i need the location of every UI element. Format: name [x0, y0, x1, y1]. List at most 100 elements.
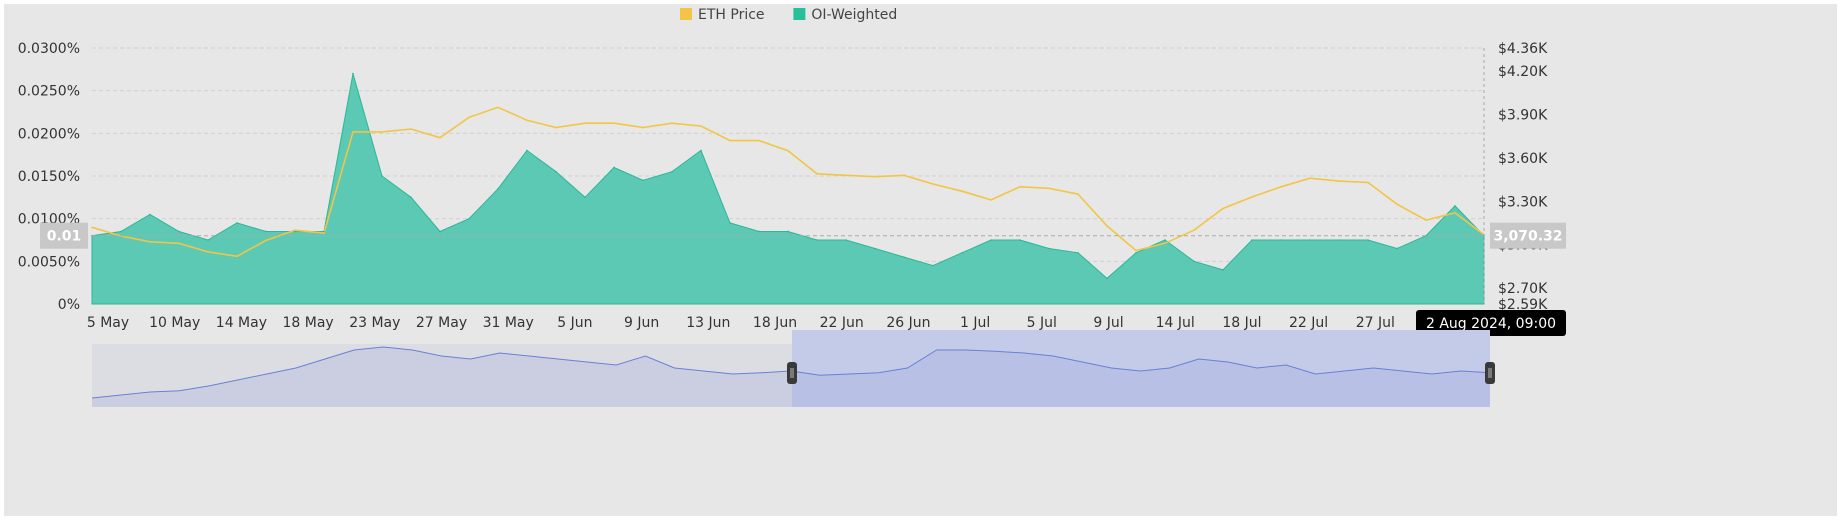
- oi-point: [1367, 239, 1369, 241]
- legend-label-0[interactable]: ETH Price: [698, 7, 765, 23]
- chart-canvas: ETH Price OI-Weighted 0%0.0050%0.0100%0.0…: [18, 7, 1566, 407]
- x-tick-label: 18 Jun: [753, 315, 797, 331]
- x-tick-label: 27 Jul: [1356, 315, 1395, 331]
- crosshair-date-label-bg: [1416, 310, 1566, 336]
- oi-point: [816, 239, 818, 241]
- right-tick-label: $3.30K: [1498, 194, 1548, 210]
- crosshair-right-label-bg: [1490, 222, 1566, 249]
- oi-point: [1251, 239, 1253, 241]
- x-tick-label: 23 May: [349, 315, 400, 331]
- oi-point: [1338, 239, 1340, 241]
- right-axis: $2.59K$2.70K$3.00K$3.30K$3.60K$3.90K$4.2…: [1498, 41, 1548, 313]
- eth-point: [323, 232, 325, 234]
- eth-point: [816, 173, 818, 175]
- eth-point: [1309, 177, 1311, 179]
- legend-label-1[interactable]: OI-Weighted: [811, 7, 897, 23]
- eth-point: [1048, 187, 1050, 190]
- x-tick-label: 1 Jul: [960, 315, 990, 331]
- oi-point: [526, 149, 528, 152]
- eth-point: [758, 139, 760, 142]
- oi-point: [729, 222, 731, 224]
- eth-point: [990, 199, 992, 201]
- right-tick-label: $2.70K: [1498, 281, 1548, 297]
- eth-point: [1425, 219, 1427, 221]
- left-tick-label: 0%: [58, 297, 80, 313]
- eth-point: [700, 125, 702, 127]
- eth-point: [381, 131, 383, 133]
- eth-point: [149, 241, 151, 243]
- right-tick-label: $3.60K: [1498, 151, 1548, 167]
- eth-point: [1077, 193, 1079, 195]
- eth-point: [1338, 180, 1340, 182]
- oi-point: [671, 170, 673, 173]
- oi-point: [410, 196, 412, 199]
- crosshair-left-label: 0.01: [47, 229, 82, 245]
- oi-point: [1280, 239, 1282, 241]
- x-tick-label: 9 Jun: [624, 315, 659, 331]
- oi-point: [1164, 239, 1166, 241]
- oi-point: [903, 256, 905, 258]
- oi-point: [613, 166, 615, 169]
- x-tick-label: 18 Jul: [1222, 315, 1261, 331]
- x-tick-label: 5 Jun: [557, 315, 592, 331]
- eth-point: [874, 175, 876, 178]
- navigator-handle-left[interactable]: [787, 362, 797, 384]
- oi-point: [845, 239, 847, 241]
- eth-point: [961, 190, 963, 192]
- x-tick-label: 14 May: [216, 315, 267, 331]
- oi-point: [1222, 269, 1224, 271]
- oi-point: [1106, 277, 1108, 280]
- oi-point: [468, 217, 470, 220]
- eth-point: [1454, 212, 1456, 214]
- legend-swatch-1[interactable]: [793, 8, 806, 20]
- oi-point: [1309, 239, 1311, 241]
- eth-point: [236, 255, 238, 258]
- eth-point: [352, 131, 354, 133]
- eth-point: [265, 239, 267, 242]
- oi-point: [961, 252, 963, 254]
- series-layer: [91, 72, 1485, 305]
- x-tick-label: 5 Jul: [1027, 315, 1057, 331]
- crosshair-date-label: 2 Aug 2024, 09:00: [1426, 316, 1556, 332]
- oi-point: [584, 196, 586, 199]
- legend-swatch-0[interactable]: [680, 8, 692, 20]
- eth-point: [584, 122, 586, 125]
- oi-point: [758, 230, 760, 233]
- oi-point: [207, 239, 209, 241]
- oi-point: [1135, 252, 1137, 254]
- eth-point: [932, 183, 934, 185]
- eth-point: [845, 174, 847, 177]
- x-tick-label: 26 Jun: [886, 315, 930, 331]
- right-tick-label: $4.36K: [1498, 41, 1548, 57]
- oi-point: [265, 230, 267, 233]
- oi-point: [787, 230, 789, 233]
- eth-point: [729, 139, 731, 142]
- eth-point: [468, 116, 470, 119]
- oi-point: [323, 230, 325, 233]
- x-tick-label: 9 Jul: [1093, 315, 1123, 331]
- eth-point: [526, 119, 528, 122]
- eth-point: [671, 122, 673, 125]
- navigator[interactable]: [91, 330, 1495, 407]
- eth-point: [1135, 249, 1137, 252]
- eth-point: [178, 242, 180, 245]
- eth-point: [1280, 186, 1282, 188]
- x-tick-label: 31 May: [483, 315, 534, 331]
- crosshair-left-label-bg: [40, 222, 88, 249]
- eth-point: [497, 106, 499, 109]
- oi-point: [439, 230, 441, 233]
- left-tick-label: 0.0050%: [18, 254, 80, 270]
- eth-point: [1106, 225, 1108, 227]
- oi-point: [932, 264, 934, 267]
- oi-point: [381, 175, 383, 177]
- oi-point: [149, 213, 151, 216]
- right-tick-label: $4.20K: [1498, 64, 1548, 80]
- eth-point: [1193, 229, 1195, 232]
- right-tick-label: $2.59K: [1498, 297, 1548, 313]
- navigator-handle-right[interactable]: [1485, 362, 1495, 384]
- x-tick-label: 22 Jun: [820, 315, 864, 331]
- oi-point: [874, 247, 876, 250]
- eth-point: [439, 136, 441, 139]
- eth-point: [787, 149, 789, 152]
- left-axis: 0%0.0050%0.0100%0.0150%0.0200%0.0250%0.0…: [18, 41, 80, 313]
